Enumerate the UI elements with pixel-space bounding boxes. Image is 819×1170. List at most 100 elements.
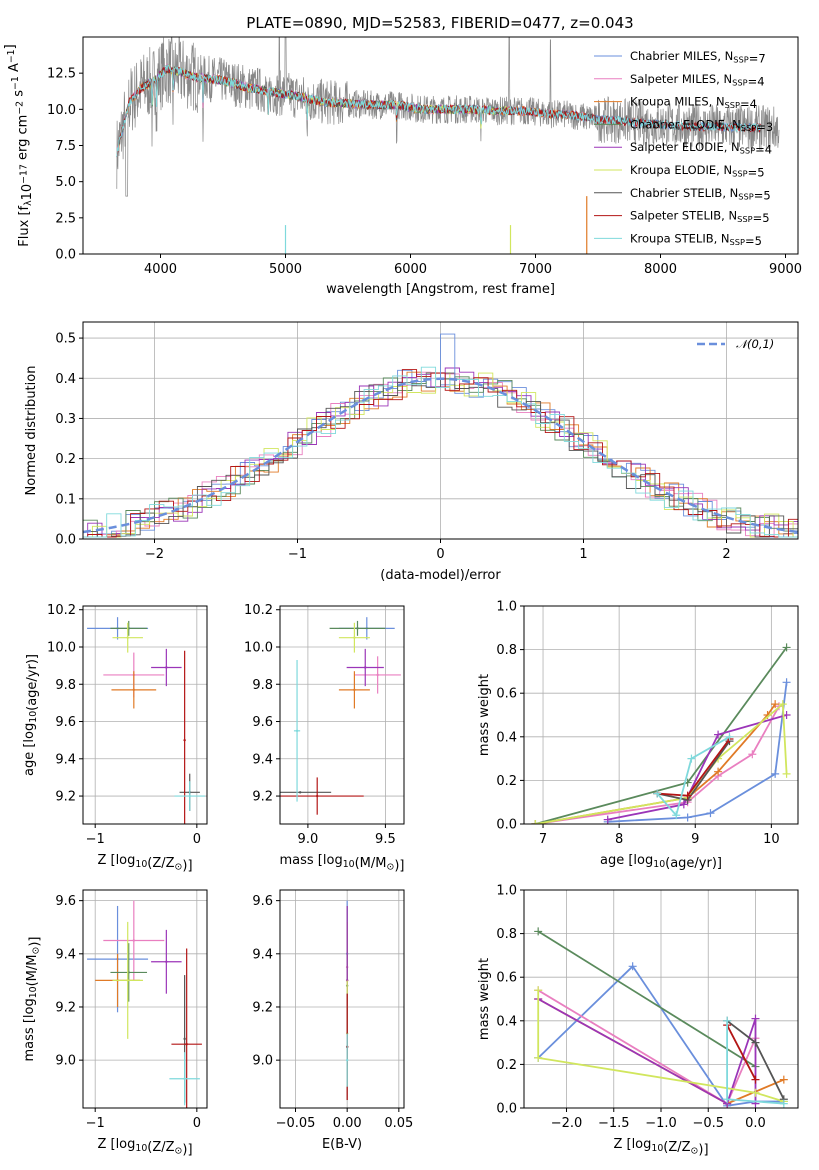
plus-marker — [751, 1075, 760, 1084]
x-tick-label: 5000 — [269, 262, 302, 277]
axes-frame — [82, 889, 208, 1109]
x-axis-label: Z [log10(Z/Z⊙)] — [97, 1137, 192, 1158]
x-tick-label: 9.0 — [298, 832, 319, 847]
y-axis-label: Flux [fλ10−17 erg cm−2 s−1 A−1] — [3, 44, 35, 246]
y-tick-label: 0.2 — [496, 1058, 517, 1073]
data-point — [165, 666, 168, 669]
legend-label: Salpeter MILES, NSSP=4 — [630, 72, 765, 88]
errorbar-plot — [87, 900, 202, 1108]
axes-frame — [523, 605, 799, 825]
plus-marker — [531, 820, 540, 824]
plus-marker — [778, 700, 787, 709]
plus-marker — [534, 927, 543, 936]
y-tick-label: 0.0 — [496, 1102, 517, 1117]
y-tick-label: 7.5 — [55, 139, 76, 154]
mass-weight-plot — [534, 927, 788, 1108]
histogram-plot — [83, 333, 798, 538]
x-tick-label: 0.0 — [745, 1116, 766, 1131]
y-tick-label: 0.1 — [55, 492, 76, 507]
x-tick-label: 0 — [436, 547, 444, 562]
y-tick-label: 0.8 — [496, 643, 517, 658]
plus-marker — [779, 1099, 788, 1108]
x-tick-label: 8000 — [644, 262, 677, 277]
plus-marker — [706, 809, 715, 818]
data-point — [298, 791, 302, 794]
data-point — [165, 960, 168, 963]
histogram-step-line — [83, 366, 798, 538]
plus-marker — [534, 986, 543, 995]
data-point — [353, 636, 356, 639]
data-point — [345, 1058, 349, 1062]
y-tick-label: 12.5 — [47, 67, 76, 82]
y-tick-label: 0.0 — [55, 248, 76, 263]
data-point — [316, 794, 319, 798]
x-tick-label: −0.05 — [276, 1116, 316, 1131]
data-point — [188, 794, 191, 798]
x-tick-label: 0.05 — [384, 1116, 413, 1131]
plus-marker — [723, 1016, 732, 1025]
mass-weight-line — [726, 1024, 757, 1081]
plus-marker — [653, 789, 662, 798]
axes-frame — [82, 605, 208, 825]
plus-marker — [683, 791, 692, 800]
y-tick-label: 9.2 — [252, 790, 273, 805]
y-axis-label: mass weight — [477, 674, 492, 756]
data-point — [183, 1037, 186, 1041]
chart-title: PLATE=0890, MJD=52583, FIBERID=0477, z=0… — [246, 14, 633, 32]
mass-weight-line — [607, 714, 787, 821]
y-tick-label: 9.0 — [252, 1054, 273, 1069]
plus-marker — [782, 678, 791, 687]
x-axis-label: (data-model)/error — [380, 568, 501, 583]
x-tick-label: −0.5 — [692, 1116, 724, 1131]
x-tick-label: −1 — [86, 832, 105, 847]
x-axis-label: wavelength [Angstrom, rest frame] — [326, 282, 555, 297]
y-tick-label: 10.2 — [244, 603, 273, 618]
plus-marker — [771, 769, 780, 778]
y-tick-label: 10.2 — [47, 603, 76, 618]
plus-marker — [714, 730, 723, 739]
plus-marker — [534, 1053, 543, 1062]
legend-label: Kroupa ELODIE, NSSP=5 — [630, 163, 765, 179]
x-tick-label: −2.0 — [551, 1116, 583, 1131]
x-tick-label: −1.5 — [598, 1116, 630, 1131]
y-tick-label: 9.2 — [252, 1000, 273, 1015]
x-tick-label: 9.5 — [375, 832, 396, 847]
errorbar-plot — [280, 617, 401, 815]
legend-label: Kroupa STELIB, NSSP=5 — [630, 231, 762, 247]
mass-weight-line — [537, 930, 756, 1068]
data-point — [183, 738, 186, 742]
y-tick-label: 9.6 — [252, 894, 273, 909]
y-tick-label: 0.6 — [496, 687, 517, 702]
legend-label: Chabrier ELODIE, NSSP=3 — [630, 117, 773, 133]
y-tick-label: 0.6 — [496, 971, 517, 986]
mass-weight-line — [537, 998, 757, 1105]
mass-weight-line — [607, 682, 788, 823]
x-tick-label: 2 — [722, 547, 730, 562]
y-tick-label: 0.2 — [496, 774, 517, 789]
y-tick-label: 0.8 — [496, 927, 517, 942]
data-point — [353, 688, 356, 692]
y-tick-label: 9.4 — [252, 947, 273, 962]
plus-marker — [751, 1038, 760, 1047]
y-axis-label: mass weight — [477, 958, 492, 1040]
x-axis-label: mass [log10(M/M⊙)] — [280, 853, 405, 874]
x-tick-label: 9 — [691, 832, 699, 847]
data-point — [295, 729, 299, 733]
data-point — [132, 688, 136, 692]
x-axis-label: Z [log10(Z/Z⊙)] — [97, 853, 192, 874]
y-axis-label: mass [log10(M/M⊙)] — [22, 937, 43, 1062]
y-tick-label: 0.4 — [496, 1014, 517, 1029]
x-axis-label: E(B-V) — [322, 1137, 362, 1152]
x-axis-label: Z [log10(Z/Z⊙)] — [613, 1137, 708, 1158]
plus-marker — [714, 767, 723, 776]
plus-marker — [725, 732, 734, 741]
legend-label: 𝒩(0,1) — [736, 337, 774, 351]
mass-weight-plot — [531, 643, 791, 824]
plus-marker — [779, 1075, 788, 1084]
y-tick-label: 9.4 — [55, 947, 76, 962]
y-tick-label: 9.6 — [252, 715, 273, 730]
y-tick-label: 9.2 — [55, 1000, 76, 1015]
mass-weight-line — [537, 990, 785, 1103]
x-axis-label: age [log10(age/yr)] — [600, 853, 722, 871]
